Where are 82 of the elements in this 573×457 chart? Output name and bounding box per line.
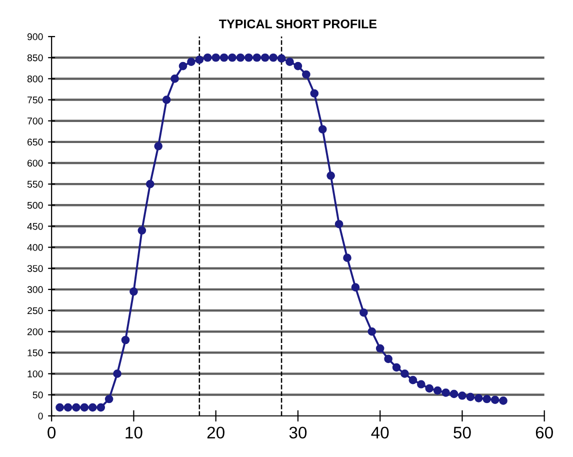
x-tick-label: 60 <box>536 426 553 439</box>
point <box>433 386 442 395</box>
point <box>236 53 245 62</box>
point <box>368 327 376 336</box>
y-tick-label: 550 <box>27 180 43 188</box>
point <box>162 96 171 104</box>
y-tick-label: 700 <box>28 118 43 124</box>
point <box>220 53 228 62</box>
point <box>425 384 434 393</box>
point <box>466 392 475 402</box>
y-tick-label: 600 <box>28 160 43 167</box>
point <box>130 287 138 296</box>
y-tick-label: 800 <box>27 75 43 82</box>
point <box>56 403 64 412</box>
point <box>310 89 319 98</box>
point <box>286 58 294 66</box>
y-tick-label: 650 <box>28 138 43 146</box>
point <box>269 53 278 62</box>
point <box>138 226 146 235</box>
point <box>294 62 302 70</box>
point <box>334 220 344 228</box>
y-tick-label: 200 <box>28 328 43 336</box>
y-tick-label: 350 <box>27 265 43 272</box>
point <box>244 53 253 62</box>
point <box>170 74 179 83</box>
y-tick-label: 900 <box>27 33 43 40</box>
point <box>376 344 384 353</box>
point <box>113 370 122 378</box>
point <box>392 363 401 372</box>
point <box>458 391 466 400</box>
point <box>104 394 114 404</box>
point <box>178 62 188 70</box>
point <box>146 180 154 188</box>
point <box>260 53 270 62</box>
point <box>400 370 409 378</box>
x-tick-label: 30 <box>289 426 307 439</box>
point <box>302 70 310 79</box>
y-tick-label: 0 <box>38 412 43 420</box>
y-tick-label: 400 <box>27 244 43 251</box>
x-tick-label: 20 <box>207 426 224 439</box>
point <box>252 53 262 62</box>
point <box>408 376 418 384</box>
point <box>88 403 97 412</box>
x-tick-label: 50 <box>454 426 471 439</box>
point <box>96 403 106 412</box>
point <box>343 254 352 262</box>
point <box>450 390 458 398</box>
point <box>499 396 508 405</box>
y-tick-label: 850 <box>27 54 43 62</box>
point <box>359 308 368 317</box>
point <box>64 403 72 412</box>
point <box>490 396 500 404</box>
point <box>154 142 163 150</box>
point <box>384 354 392 364</box>
chart-title: TYPICAL SHORT PROFILE <box>219 20 377 28</box>
point <box>351 283 360 292</box>
point <box>195 56 204 64</box>
x-tick-label: 40 <box>371 426 389 439</box>
y-tick-label: 150 <box>28 349 43 356</box>
point <box>203 53 212 62</box>
point <box>72 403 80 412</box>
point <box>212 53 220 62</box>
y-tick-label: 450 <box>27 222 43 230</box>
y-tick-label: 750 <box>28 96 43 104</box>
y-tick-label: 250 <box>28 307 43 314</box>
y-tick-label: 50 <box>32 392 43 398</box>
y-tick-label: 100 <box>28 370 43 378</box>
point <box>482 394 492 404</box>
x-tick-label: 0 <box>48 426 56 439</box>
point <box>228 53 236 62</box>
point <box>416 380 426 388</box>
point <box>474 394 483 402</box>
point <box>318 125 327 134</box>
point <box>80 403 89 412</box>
point <box>187 58 196 66</box>
point <box>277 54 286 63</box>
x-tick-label: 10 <box>126 426 142 439</box>
y-tick-label: 500 <box>27 202 43 209</box>
y-tick-label: 300 <box>27 286 43 294</box>
point <box>442 388 450 397</box>
point <box>121 336 130 344</box>
point <box>326 171 335 180</box>
